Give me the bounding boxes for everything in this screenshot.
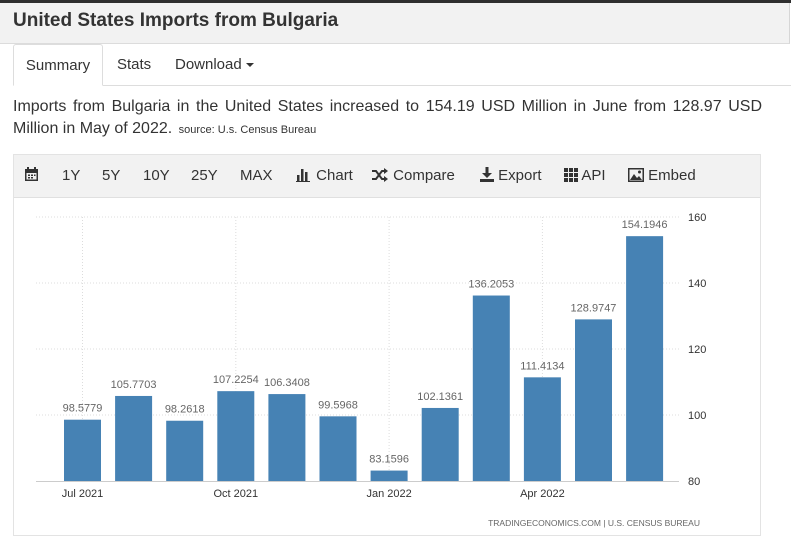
range-5y-button[interactable]: 5Y xyxy=(102,167,121,184)
bar-chart-icon xyxy=(296,169,310,182)
export-button[interactable]: Export xyxy=(480,155,542,197)
bar xyxy=(421,407,459,481)
calendar-icon[interactable] xyxy=(24,155,39,197)
tab-download-label: Download xyxy=(175,56,242,73)
y-tick-label: 100 xyxy=(688,410,706,422)
tab-download[interactable]: Download xyxy=(175,44,254,85)
download-icon xyxy=(480,167,494,182)
bar xyxy=(166,420,204,481)
bar-value-label: 106.3408 xyxy=(264,377,310,389)
bar-value-label: 105.7703 xyxy=(111,379,157,391)
x-tick-label: Apr 2022 xyxy=(520,488,565,500)
bar-value-label: 128.9747 xyxy=(571,302,617,314)
chart-credit: TRADINGECONOMICS.COM | U.S. CENSUS BUREA… xyxy=(488,518,700,528)
bar-value-label: 83.1596 xyxy=(369,454,409,466)
tab-summary[interactable]: Summary xyxy=(13,44,103,86)
chart-toolbar: 1Y 5Y 10Y 25Y MAX Chart Compare Export A… xyxy=(14,155,760,198)
bar-value-label: 99.5968 xyxy=(318,399,358,411)
export-label: Export xyxy=(498,167,542,184)
range-25y-button[interactable]: 25Y xyxy=(191,167,218,184)
tab-stats-label: Stats xyxy=(117,56,152,73)
bar-value-label: 111.4134 xyxy=(520,360,564,372)
chart-panel: 1Y 5Y 10Y 25Y MAX Chart Compare Export A… xyxy=(13,154,761,536)
image-icon xyxy=(628,168,644,182)
bar xyxy=(319,416,357,481)
bar xyxy=(64,419,101,481)
page-title: United States Imports from Bulgaria xyxy=(13,10,339,31)
api-button[interactable]: API xyxy=(564,155,606,197)
range-10y-button[interactable]: 10Y xyxy=(143,167,170,184)
x-tick-label: Oct 2021 xyxy=(213,488,258,500)
embed-label: Embed xyxy=(648,167,696,184)
shuffle-icon xyxy=(372,168,388,182)
bar-value-label: 98.5779 xyxy=(63,403,103,415)
compare-label: Compare xyxy=(393,167,455,184)
source-note: source: U.s. Census Bureau xyxy=(178,124,317,136)
tab-stats[interactable]: Stats xyxy=(117,44,151,85)
chart-type-label: Chart xyxy=(316,167,353,184)
bar xyxy=(575,319,612,481)
bar xyxy=(268,394,306,481)
summary-description: Imports from Bulgaria in the United Stat… xyxy=(13,96,762,141)
bar-value-label: 154.1946 xyxy=(622,219,668,231)
api-label: API xyxy=(581,167,606,184)
embed-button[interactable]: Embed xyxy=(628,155,696,197)
bar xyxy=(370,470,408,481)
summary-text: Imports from Bulgaria in the United Stat… xyxy=(13,98,762,137)
y-tick-label: 140 xyxy=(688,278,706,290)
compare-button[interactable]: Compare xyxy=(371,155,455,197)
bar-value-label: 102.1361 xyxy=(417,391,463,403)
y-tick-label: 80 xyxy=(688,476,700,488)
range-1y-button[interactable]: 1Y xyxy=(62,167,81,184)
y-tick-label: 120 xyxy=(688,344,706,356)
bar-chart: 80 100 120 140 160 98.5779 105.7703 98.2618 107.… xyxy=(36,212,706,528)
bar-value-label: 136.2053 xyxy=(468,279,514,291)
bar-value-label: 107.2254 xyxy=(213,374,259,386)
bar xyxy=(115,395,153,481)
bar xyxy=(472,295,510,481)
chart-type-button[interactable]: Chart xyxy=(296,155,353,197)
x-tick-label: Jan 2022 xyxy=(366,488,411,500)
caret-down-icon xyxy=(245,63,254,68)
tab-summary-label: Summary xyxy=(25,57,91,74)
bar xyxy=(523,377,561,481)
y-tick-label: 160 xyxy=(688,212,706,224)
x-tick-label: Jul 2021 xyxy=(62,488,104,500)
grid-icon xyxy=(564,168,578,182)
range-max-button[interactable]: MAX xyxy=(240,167,273,184)
bar-value-label: 98.2618 xyxy=(165,404,205,416)
top-strip xyxy=(0,0,791,3)
bar xyxy=(217,391,255,481)
bar xyxy=(626,236,664,481)
title-bar: United States Imports from Bulgaria xyxy=(0,3,790,44)
tab-bar: Summary Stats Download xyxy=(13,44,791,86)
